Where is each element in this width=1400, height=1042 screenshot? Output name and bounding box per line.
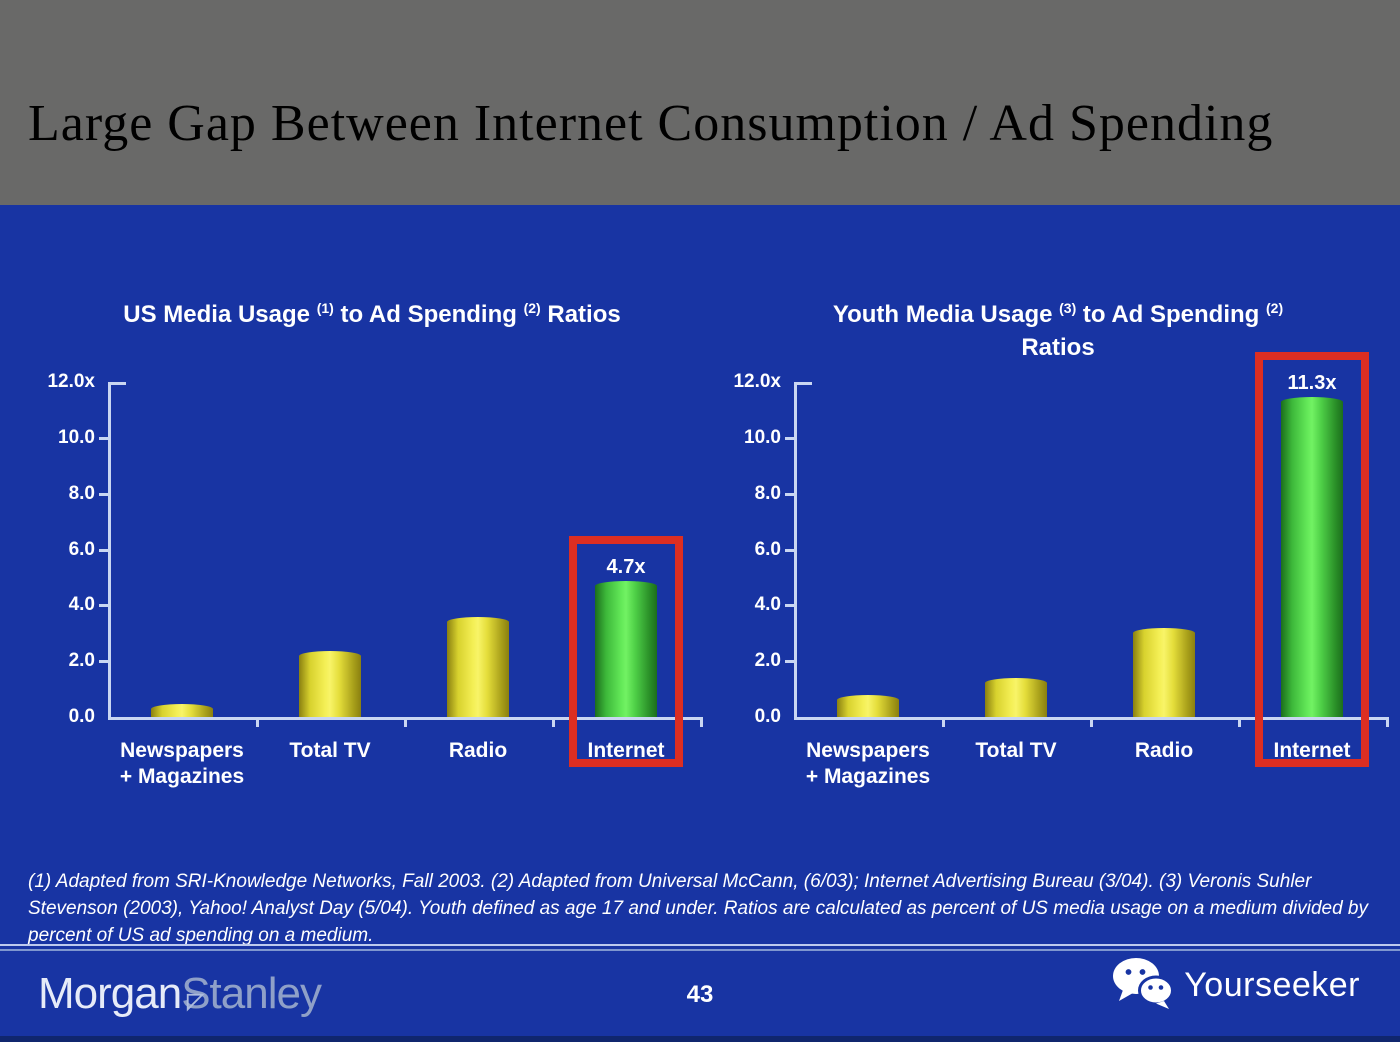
title-text: Youth Media Usage (832, 301, 1060, 328)
y-tick-mark (99, 492, 108, 496)
category-label-line: Total TV (975, 739, 1057, 762)
chart-title: US Media Usage (1) to Ad Spending (2) Ra… (40, 292, 704, 331)
bar-0 (151, 704, 213, 717)
bar-2 (447, 617, 509, 717)
y-tick-mark (785, 492, 794, 496)
category-label-line: Internet (1273, 739, 1351, 762)
y-tick-mark (99, 604, 108, 608)
y-tick-mark (785, 548, 794, 552)
x-tick-mark (256, 717, 259, 727)
y-tick-label: 10.0 (744, 426, 781, 448)
title-text: US Media Usage (123, 301, 317, 328)
y-tick-mark (785, 604, 794, 608)
y-tick-label: 4.0 (754, 594, 781, 616)
chart-title: Youth Media Usage (3) to Ad Spending (2)… (726, 292, 1390, 364)
category-label: Internet (1232, 738, 1392, 764)
footnote: (1) Adapted from SRI-Knowledge Networks,… (28, 871, 1368, 946)
y-tick-label: 10.0 (58, 426, 95, 448)
footnote-ref: (3) (1059, 300, 1077, 316)
y-axis-line (794, 382, 797, 720)
y-tick-label: 0.0 (754, 706, 781, 727)
category-label-line: Newspapers (120, 739, 244, 762)
category-label: Radio (398, 738, 558, 764)
category-label-line: Total TV (289, 739, 371, 762)
y-tick-label: 8.0 (68, 482, 95, 504)
y-tick-label: 2.0 (68, 650, 95, 672)
highlight-box (569, 536, 683, 767)
youth-media-usage-chart: Youth Media Usage (3) to Ad Spending (2)… (726, 270, 1390, 805)
category-label-line: Radio (1134, 739, 1194, 762)
category-label-line: Newspapers (806, 739, 930, 762)
y-axis-top-tick (108, 382, 126, 385)
highlight-box (1255, 352, 1369, 767)
y-tick-label: 6.0 (754, 538, 781, 560)
y-tick-mark (785, 660, 794, 664)
y-tick-mark (785, 436, 794, 440)
stanley-word: Stanley (181, 969, 322, 1018)
wechat-icon (1112, 957, 1175, 1014)
footer-separator-line (0, 944, 1400, 946)
value-label: 4.7x (606, 556, 646, 578)
page-number: 43 (686, 981, 714, 1008)
morgan-stanley-triangle-icon (185, 973, 205, 1023)
morgan-word: Morgan (38, 969, 182, 1018)
x-tick-mark (1090, 717, 1093, 727)
y-tick-mark (99, 436, 108, 440)
category-label: Total TV (250, 738, 410, 764)
watermark-label: Yourseeker (1184, 966, 1360, 1004)
y-tick-mark (99, 548, 108, 552)
title-text: to Ad Spending (1076, 301, 1266, 328)
morgan-stanley-logo: MorganStanley (38, 969, 322, 1019)
y-tick-label: 12.0x (733, 371, 781, 392)
bar-2 (1133, 628, 1195, 717)
category-label: Total TV (936, 738, 1096, 764)
yourseeker-watermark: Yourseeker (1112, 957, 1360, 1014)
category-label-line: + Magazines (119, 765, 245, 788)
category-label-line: Radio (448, 739, 508, 762)
x-tick-mark (700, 717, 703, 727)
bar-0 (837, 695, 899, 717)
y-tick-label: 0.0 (68, 706, 95, 727)
footnote-ref: (2) (1266, 300, 1284, 316)
y-axis-top-tick (794, 382, 812, 385)
x-tick-mark (942, 717, 945, 727)
y-tick-label: 4.0 (68, 594, 95, 616)
x-tick-mark (552, 717, 555, 727)
header: Large Gap Between Internet Consumption /… (0, 0, 1400, 205)
us-media-usage-chart: US Media Usage (1) to Ad Spending (2) Ra… (40, 270, 704, 805)
x-tick-mark (1386, 717, 1389, 727)
x-tick-mark (404, 717, 407, 727)
footnote-ref: (1) (316, 300, 334, 316)
bar-1 (299, 651, 361, 717)
y-tick-label: 8.0 (754, 482, 781, 504)
y-axis-line (108, 382, 111, 720)
x-tick-mark (1238, 717, 1241, 727)
footer: MorganStanley 43 (0, 951, 1400, 1042)
footnote-ref: (2) (523, 300, 541, 316)
title-text: Ratios (1021, 334, 1095, 361)
value-label: 11.3x (1287, 372, 1337, 394)
category-label: Newspapers + Magazines (102, 738, 262, 790)
y-tick-label: 12.0x (47, 371, 95, 392)
y-tick-label: 6.0 (68, 538, 95, 560)
category-label: Internet (546, 738, 706, 764)
category-label: Newspapers + Magazines (788, 738, 948, 790)
y-tick-mark (99, 660, 108, 664)
bar-3 (1281, 397, 1343, 717)
y-tick-label: 2.0 (754, 650, 781, 672)
footer-separator-line-2 (0, 949, 1400, 951)
category-label-line: Internet (587, 739, 665, 762)
title-text: to Ad Spending (333, 301, 524, 328)
bar-3 (595, 581, 657, 717)
category-label: Radio (1084, 738, 1244, 764)
bar-1 (985, 678, 1047, 717)
bottom-edge-strip (0, 1036, 1400, 1042)
category-label-line: + Magazines (805, 765, 931, 788)
slide-title: Large Gap Between Internet Consumption /… (28, 95, 1274, 152)
title-text: Ratios (540, 301, 621, 328)
